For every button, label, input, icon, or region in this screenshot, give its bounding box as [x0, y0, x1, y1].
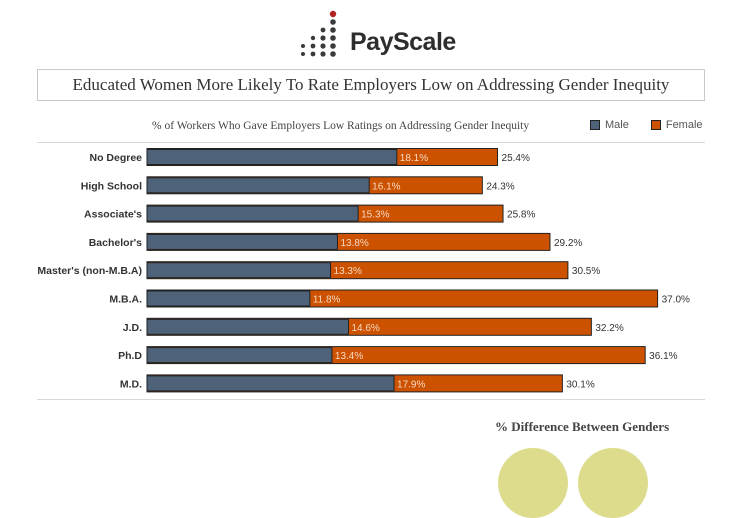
difference-circle-1 — [498, 448, 568, 518]
bar-male — [146, 177, 370, 194]
legend-label-female: Female — [665, 119, 703, 131]
data-label-female: 30.5% — [572, 266, 600, 277]
bar-male — [146, 347, 333, 364]
bar-male — [146, 205, 359, 222]
bar-male — [146, 318, 349, 335]
data-label-female: 29.2% — [554, 238, 582, 249]
data-label-male: 13.8% — [340, 238, 368, 249]
bar-male — [146, 375, 395, 392]
data-label-male: 18.1% — [400, 153, 428, 164]
payscale-logo: PayScale — [296, 8, 456, 60]
data-label-male: 13.4% — [335, 351, 363, 362]
data-label-male: 13.3% — [334, 266, 362, 277]
difference-circle-2 — [578, 448, 648, 518]
legend-swatch-female — [650, 120, 661, 130]
bar-male — [146, 149, 398, 165]
category-label: Master's (non-M.B.A) — [37, 265, 142, 277]
bar-male — [146, 233, 338, 250]
legend-item-male[interactable]: Male — [590, 119, 629, 131]
category-label: M.D. — [120, 378, 142, 390]
data-label-female: 32.2% — [595, 323, 623, 334]
data-label-female: 25.8% — [507, 210, 535, 221]
chart-frame: No Degree 18.1% 25.4% High School 16.1% 24.3%… — [37, 142, 705, 400]
chart-subtitle: % of Workers Who Gave Employers Low Rati… — [152, 120, 530, 132]
category-label: Bachelor's — [89, 237, 142, 249]
bar-male — [146, 290, 311, 307]
data-label-female: 25.4% — [502, 153, 530, 164]
data-label-male: 11.8% — [313, 295, 341, 306]
difference-title: % Difference Between Genders — [495, 419, 670, 434]
data-label-female: 30.1% — [566, 379, 594, 390]
data-label-male: 15.3% — [361, 210, 389, 221]
category-label: J.D. — [123, 322, 142, 334]
bar-male — [146, 262, 332, 279]
legend-label-male: Male — [605, 119, 629, 131]
category-label: M.B.A. — [109, 294, 142, 306]
category-label: High School — [81, 180, 142, 192]
chart-title: Educated Women More Likely To Rate Emplo… — [37, 69, 705, 101]
data-label-male: 16.1% — [372, 181, 400, 192]
logo-text: PayScale — [350, 28, 456, 56]
category-label: Associate's — [84, 209, 142, 221]
category-label: No Degree — [89, 152, 142, 164]
data-label-male: 14.6% — [351, 323, 379, 334]
bar-chart: No Degree 18.1% 25.4% High School 16.1% 24.3%… — [37, 148, 690, 393]
data-label-female: 36.1% — [649, 351, 677, 362]
data-label-male: 17.9% — [397, 379, 425, 390]
data-label-female: 24.3% — [486, 181, 514, 192]
logo-dots-icon — [301, 10, 337, 57]
legend-item-female[interactable]: Female — [650, 119, 703, 131]
category-label: Ph.D — [118, 350, 142, 362]
legend: Male Female — [590, 119, 725, 131]
data-label-female: 37.0% — [662, 295, 690, 306]
legend-swatch-male — [590, 120, 600, 130]
